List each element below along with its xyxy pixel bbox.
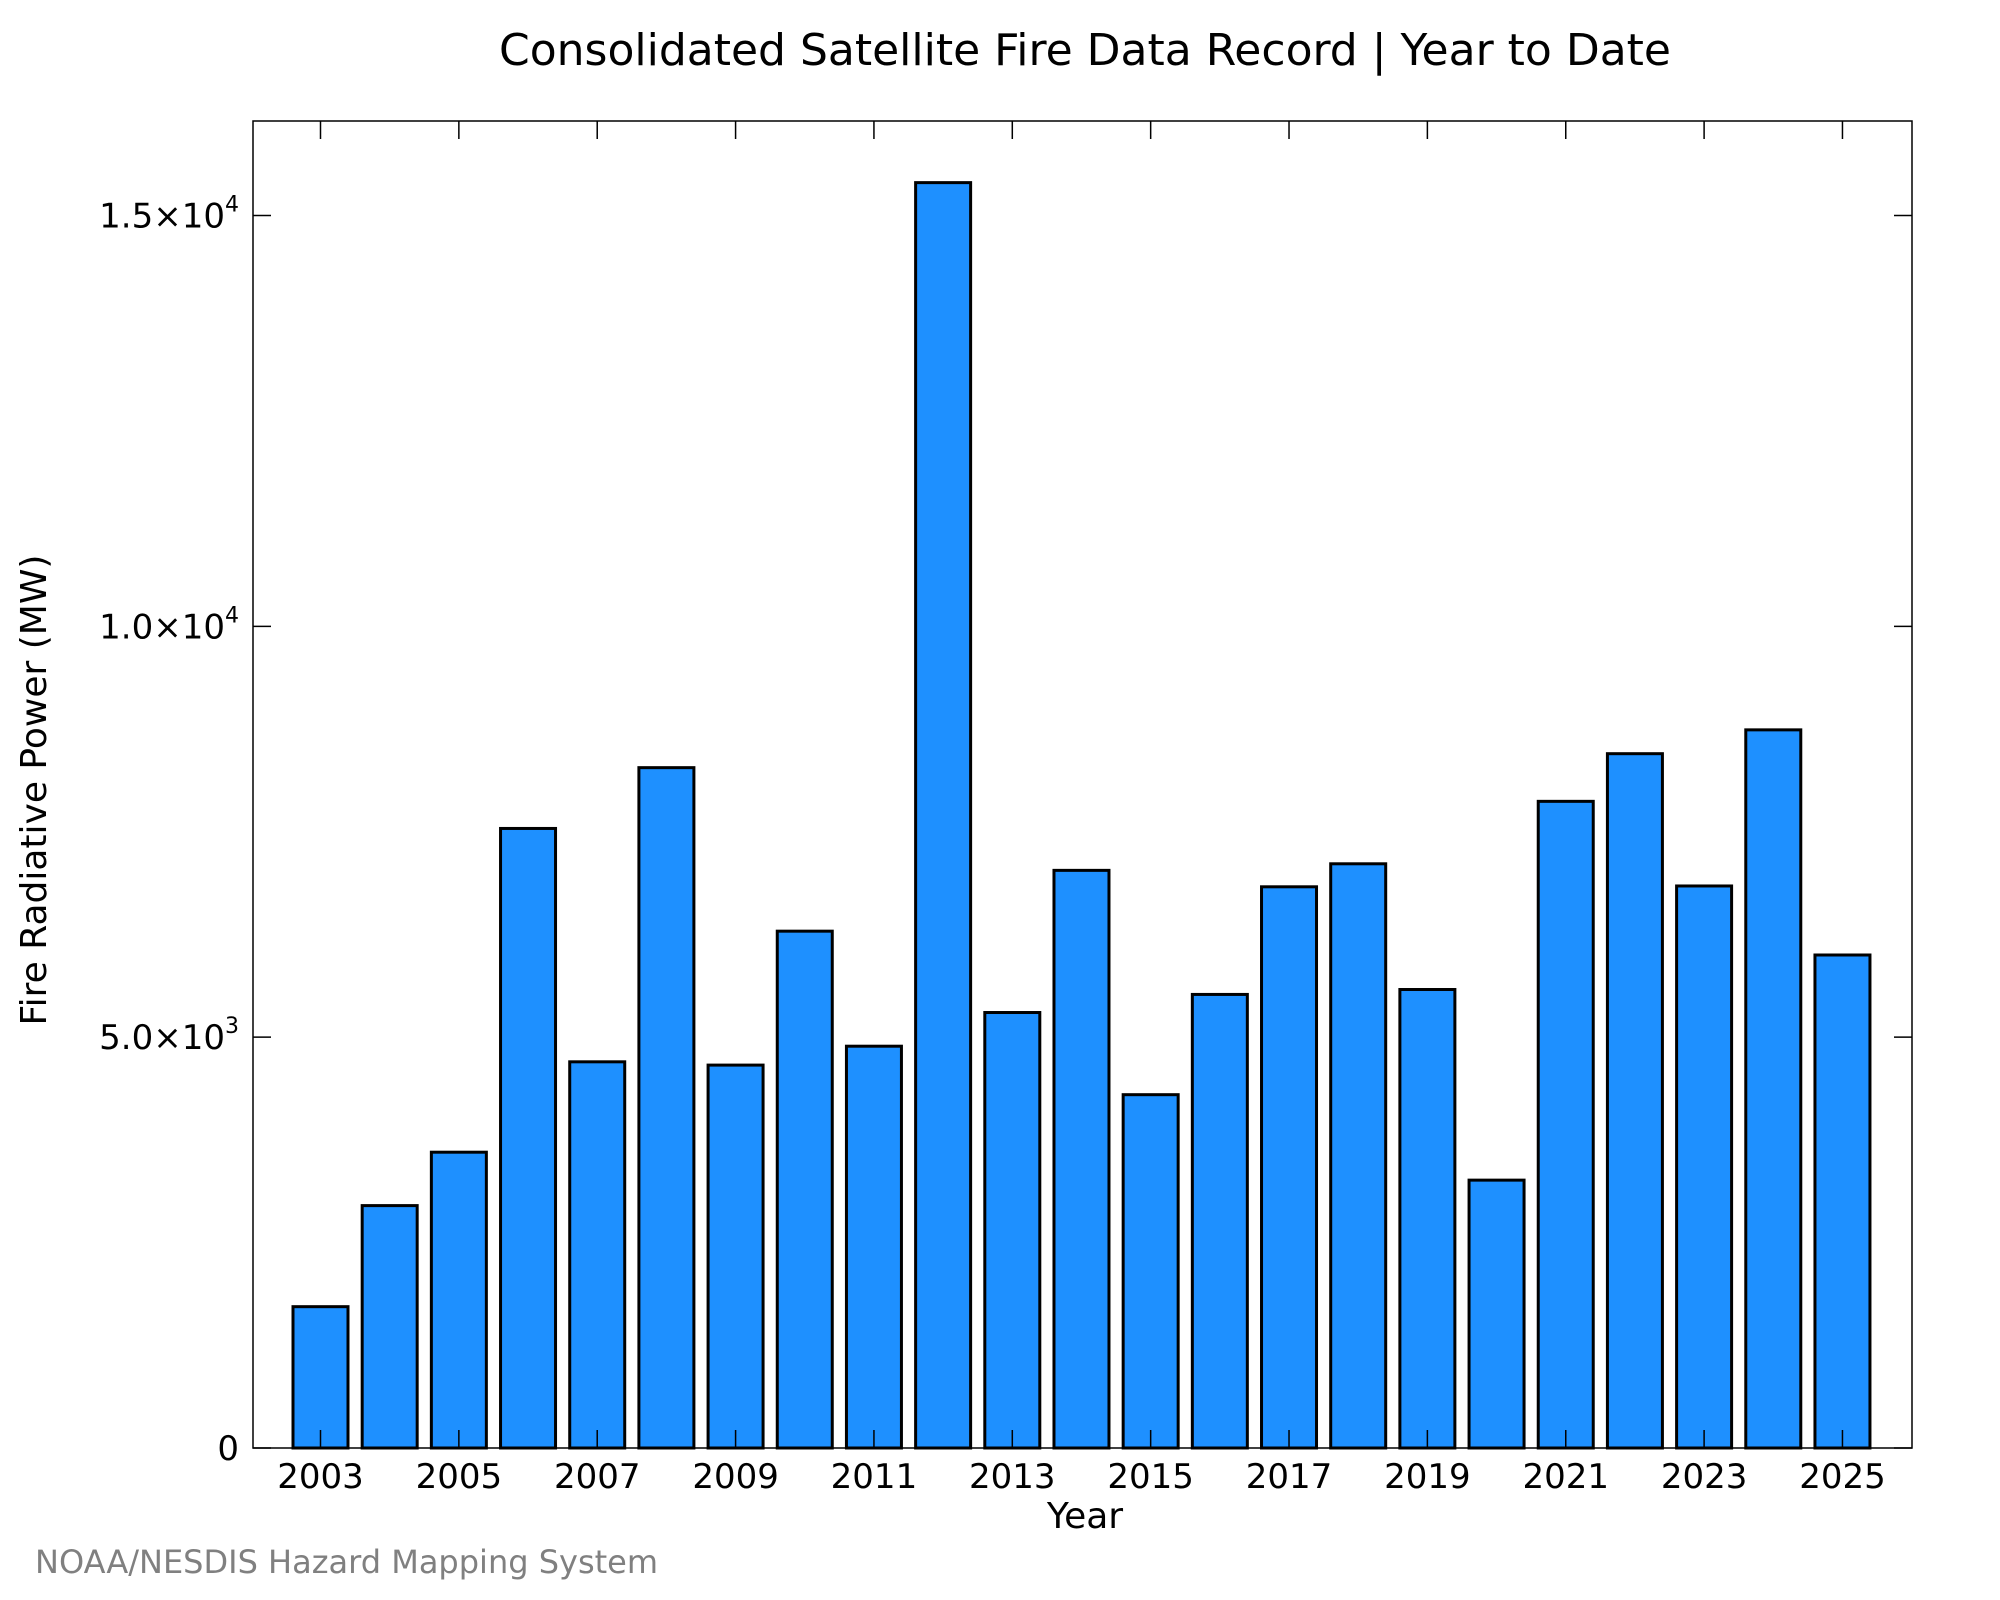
y-tick-mantissa: 5.0×10: [99, 1018, 225, 1058]
x-tick-label-2023: 2023: [1661, 1457, 1748, 1497]
bar-2006: [499, 826, 558, 1450]
bar-2021: [1536, 799, 1595, 1450]
bar-2020: [1467, 1178, 1526, 1450]
x-tick-labels: 2003 2005 2007 2009 2011 2013 2015 2017 2019 2021…: [277, 1457, 1885, 1497]
x-tick-label-2013: 2013: [969, 1457, 1056, 1497]
y-tick-label: 1.0×104: [99, 603, 239, 647]
x-tick-label-2019: 2019: [1384, 1457, 1471, 1497]
x-tick-label-2007: 2007: [554, 1457, 641, 1497]
x-tick-label-2011: 2011: [831, 1457, 918, 1497]
y-tick-mantissa: 1.5×10: [99, 196, 225, 236]
bar-2014: [1052, 868, 1111, 1450]
bar-2019: [1398, 988, 1457, 1450]
bar-2008: [637, 766, 696, 1450]
chart-title: Consolidated Satellite Fire Data Record …: [499, 25, 1671, 76]
bar-2012: [914, 181, 973, 1450]
x-axis-label: Year: [1046, 1496, 1123, 1537]
bar-2023: [1675, 884, 1734, 1450]
bar-2004: [360, 1204, 419, 1450]
x-tick-label-2021: 2021: [1522, 1457, 1609, 1497]
bar-2022: [1605, 752, 1664, 1450]
y-tick-exponent: 4: [225, 603, 239, 628]
y-tick-exponent: 4: [225, 192, 239, 217]
x-tick-label-2017: 2017: [1246, 1457, 1333, 1497]
bar-2024: [1744, 728, 1803, 1450]
x-tick-label-2003: 2003: [277, 1457, 364, 1497]
bar-2025: [1813, 953, 1872, 1450]
x-tick-label-2025: 2025: [1799, 1457, 1886, 1497]
bars-layer: [291, 181, 1872, 1450]
x-tick-label-2009: 2009: [692, 1457, 779, 1497]
ticks-layer: [253, 121, 1912, 1449]
bar-2016: [1190, 992, 1249, 1450]
bar-2011: [844, 1044, 903, 1450]
bar-2007: [568, 1060, 627, 1450]
bar-2005: [429, 1150, 488, 1450]
y-tick-label: 0: [217, 1429, 239, 1469]
x-tick-label-2005: 2005: [416, 1457, 503, 1497]
bar-2009: [706, 1063, 765, 1450]
plot-frame: [252, 120, 1913, 1449]
bar-2015: [1121, 1093, 1180, 1450]
y-tick-mantissa: 1.0×10: [99, 607, 225, 647]
bar-2003: [291, 1305, 350, 1450]
y-tick-label: 5.0×103: [99, 1014, 239, 1058]
bar-2018: [1329, 862, 1388, 1450]
y-tick-label: 1.5×104: [99, 192, 239, 236]
x-tick-label-2015: 2015: [1107, 1457, 1194, 1497]
y-tick-mantissa: 0: [217, 1429, 239, 1469]
y-tick-exponent: 3: [225, 1014, 239, 1039]
source-credit: NOAA/NESDIS Hazard Mapping System: [35, 1543, 658, 1581]
bar-2017: [1260, 885, 1319, 1450]
bar-2013: [983, 1011, 1042, 1450]
y-axis-label: Fire Radiative Power (MW): [14, 555, 55, 1026]
bar-2010: [775, 929, 834, 1450]
